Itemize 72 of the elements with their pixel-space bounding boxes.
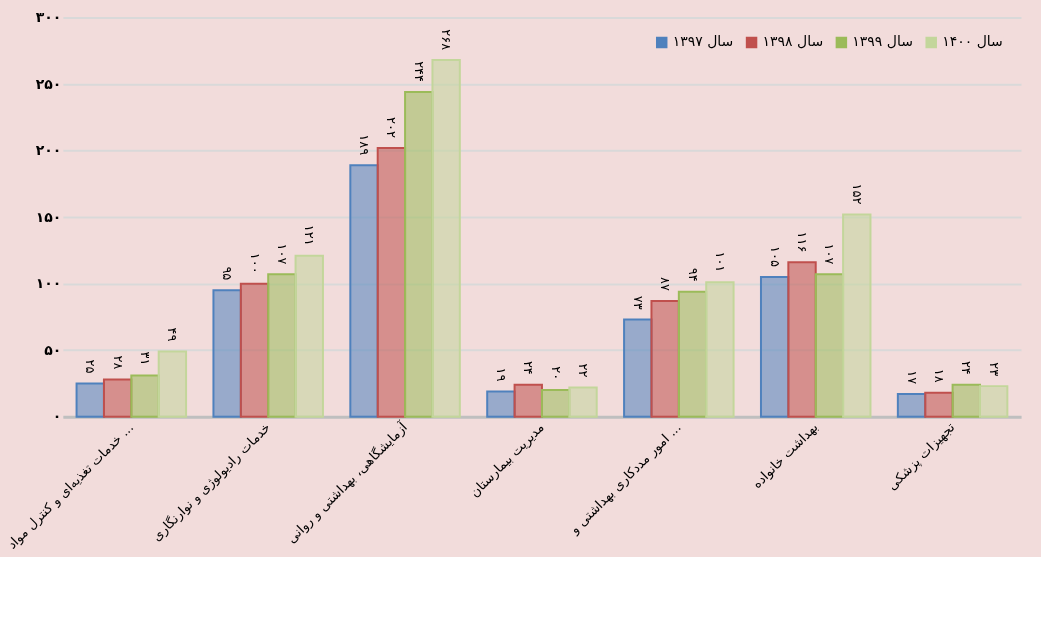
bar [568, 386, 598, 418]
bar [623, 318, 653, 418]
data-label: ۱۲۱ [302, 224, 318, 246]
data-label: ۹۴ [685, 267, 701, 282]
x-tick-label: امور مددکاری بهداشتی و ... [566, 419, 685, 538]
data-label: ۲۰۲ [384, 117, 400, 138]
bar [787, 261, 817, 418]
x-tick-label: بهداشت خانواده [749, 419, 822, 492]
data-label: ۲۵ [83, 359, 99, 374]
bar [650, 299, 680, 418]
bar [431, 59, 461, 418]
data-label: ۷۳ [630, 295, 646, 310]
bar [349, 164, 379, 418]
data-label: ۲۴۴ [411, 61, 427, 83]
legend-label: سال ۱۳۹۷ [672, 33, 734, 50]
bar [75, 382, 105, 418]
bar [212, 289, 242, 418]
bar [102, 378, 133, 418]
data-label: ۱۰۷ [274, 243, 290, 265]
bar [924, 391, 954, 418]
bar [814, 273, 845, 418]
data-label: ۲۳ [986, 362, 1002, 377]
legend-label: سال ۱۴۰۰ [942, 33, 1003, 50]
bar [842, 213, 872, 418]
data-label: ۲۰ [548, 366, 564, 381]
bar [404, 91, 434, 418]
data-label: ۱۵۲ [849, 183, 865, 205]
bar [896, 393, 927, 418]
data-label: ۲۲ [576, 363, 592, 378]
bar [951, 383, 981, 418]
bar [294, 254, 324, 418]
bar [486, 390, 516, 418]
y-tick-label: ۲۵۰ [35, 75, 62, 92]
data-label: ۸۷ [658, 277, 674, 291]
x-tick-label: خدمات رادیولوژی و نوارنگاری [148, 419, 274, 545]
data-label: ۱۸۹ [357, 134, 373, 156]
data-label: ۱۹ [493, 367, 509, 382]
data-label: ۳۱ [138, 351, 154, 366]
x-tick-label: آزمایشگاهی، بهداشتی و روانی [283, 418, 412, 547]
data-label: ۲۸ [110, 355, 126, 370]
bar [376, 146, 407, 418]
bar [759, 276, 790, 418]
data-label: ۱۰۱ [712, 251, 728, 273]
y-tick-label: ۳۰۰ [35, 8, 62, 25]
data-label: ۱۰۵ [767, 246, 783, 268]
x-tick-label: تجهیزات پزشکی [884, 419, 959, 494]
y-tick-label: ۱۵۰ [35, 208, 62, 225]
data-label: ۲۶۸ [439, 29, 455, 51]
bar [513, 383, 543, 418]
data-label: ۴۹ [165, 327, 181, 342]
legend-label: سال ۱۳۹۹ [852, 33, 913, 50]
bar [239, 282, 270, 418]
data-label: ۱۰۰ [247, 252, 263, 274]
bar [540, 389, 571, 418]
data-label: ۱۷ [904, 370, 920, 385]
data-label: ۱۱۶ [795, 231, 811, 253]
y-tick-label: ۲۰۰ [35, 142, 62, 159]
data-label: ۱۰۷ [822, 243, 838, 265]
bar [705, 281, 735, 418]
bar [677, 290, 708, 418]
data-label: ۲۴ [521, 360, 537, 375]
y-tick-label: ۵۰ [44, 341, 62, 358]
bar [267, 273, 297, 418]
bar [978, 385, 1009, 418]
y-tick-label: ۱۰۰ [35, 275, 62, 292]
data-label: ۲۴ [959, 360, 975, 375]
bar [130, 374, 160, 418]
bar [157, 350, 188, 418]
data-label: ۹۵ [220, 266, 236, 281]
x-tick-label: مدیریت بیمارستان [466, 419, 548, 501]
legend-label: سال ۱۳۹۸ [762, 33, 824, 50]
data-label: ۱۸ [931, 368, 947, 383]
